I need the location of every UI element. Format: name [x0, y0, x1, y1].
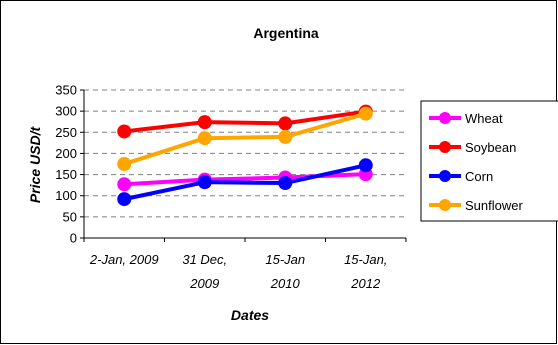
y-tick-label: 200: [55, 146, 77, 161]
legend-marker: [439, 141, 451, 153]
y-tick-label: 100: [55, 188, 77, 203]
legend-label: Corn: [465, 169, 493, 184]
y-tick-labels: 0 50 100 150 200 250 300 350: [55, 83, 77, 246]
legend-marker: [439, 112, 451, 124]
y-tick-label: 350: [55, 83, 77, 98]
series-line: [123, 111, 367, 166]
series-lines: [117, 104, 373, 207]
legend-marker: [439, 170, 451, 182]
y-tick-label: 50: [63, 209, 77, 224]
x-tick-label: 2009: [189, 276, 219, 291]
x-tick-label: 15-Jan: [265, 252, 305, 267]
x-tick-label: 2010: [270, 276, 301, 291]
data-point: [117, 192, 132, 207]
data-point: [197, 175, 212, 190]
data-point: [117, 157, 132, 171]
series-corn: [117, 158, 373, 207]
y-tick-label: 0: [70, 231, 77, 246]
y-tick-label: 150: [55, 167, 77, 182]
legend: Wheat Soybean Corn Sunflower: [420, 100, 558, 222]
legend-label: Soybean: [465, 140, 516, 155]
legend-label: Sunflower: [465, 198, 523, 213]
series-line: [124, 109, 367, 134]
data-point: [278, 129, 293, 144]
series-sunflower: [117, 106, 373, 171]
axes: [80, 89, 407, 242]
chart-title: Argentina: [253, 25, 319, 41]
data-point: [197, 115, 212, 130]
y-tick-label: 300: [55, 104, 77, 119]
data-point: [278, 176, 293, 191]
legend-marker: [439, 199, 451, 211]
y-tick-label: 250: [55, 125, 77, 140]
y-axis-title: Price USD/t: [27, 126, 43, 204]
data-point: [278, 116, 293, 131]
x-axis-title: Dates: [231, 307, 269, 323]
series-line: [123, 163, 367, 202]
data-point: [358, 106, 373, 121]
x-tick-label: 2-Jan, 2009: [89, 252, 159, 267]
x-tick-label: 2012: [350, 276, 381, 291]
x-tick-labels: 2-Jan, 2009 31 Dec, 2009 15-Jan 2010 15-Jan, 2…: [89, 252, 388, 291]
data-point: [117, 124, 132, 139]
data-point: [197, 131, 212, 146]
data-point: [358, 158, 373, 173]
x-tick-label: 15-Jan,: [344, 252, 387, 267]
x-tick-label: 31 Dec,: [182, 252, 227, 267]
data-point: [117, 177, 132, 192]
legend-label: Wheat: [465, 111, 503, 126]
